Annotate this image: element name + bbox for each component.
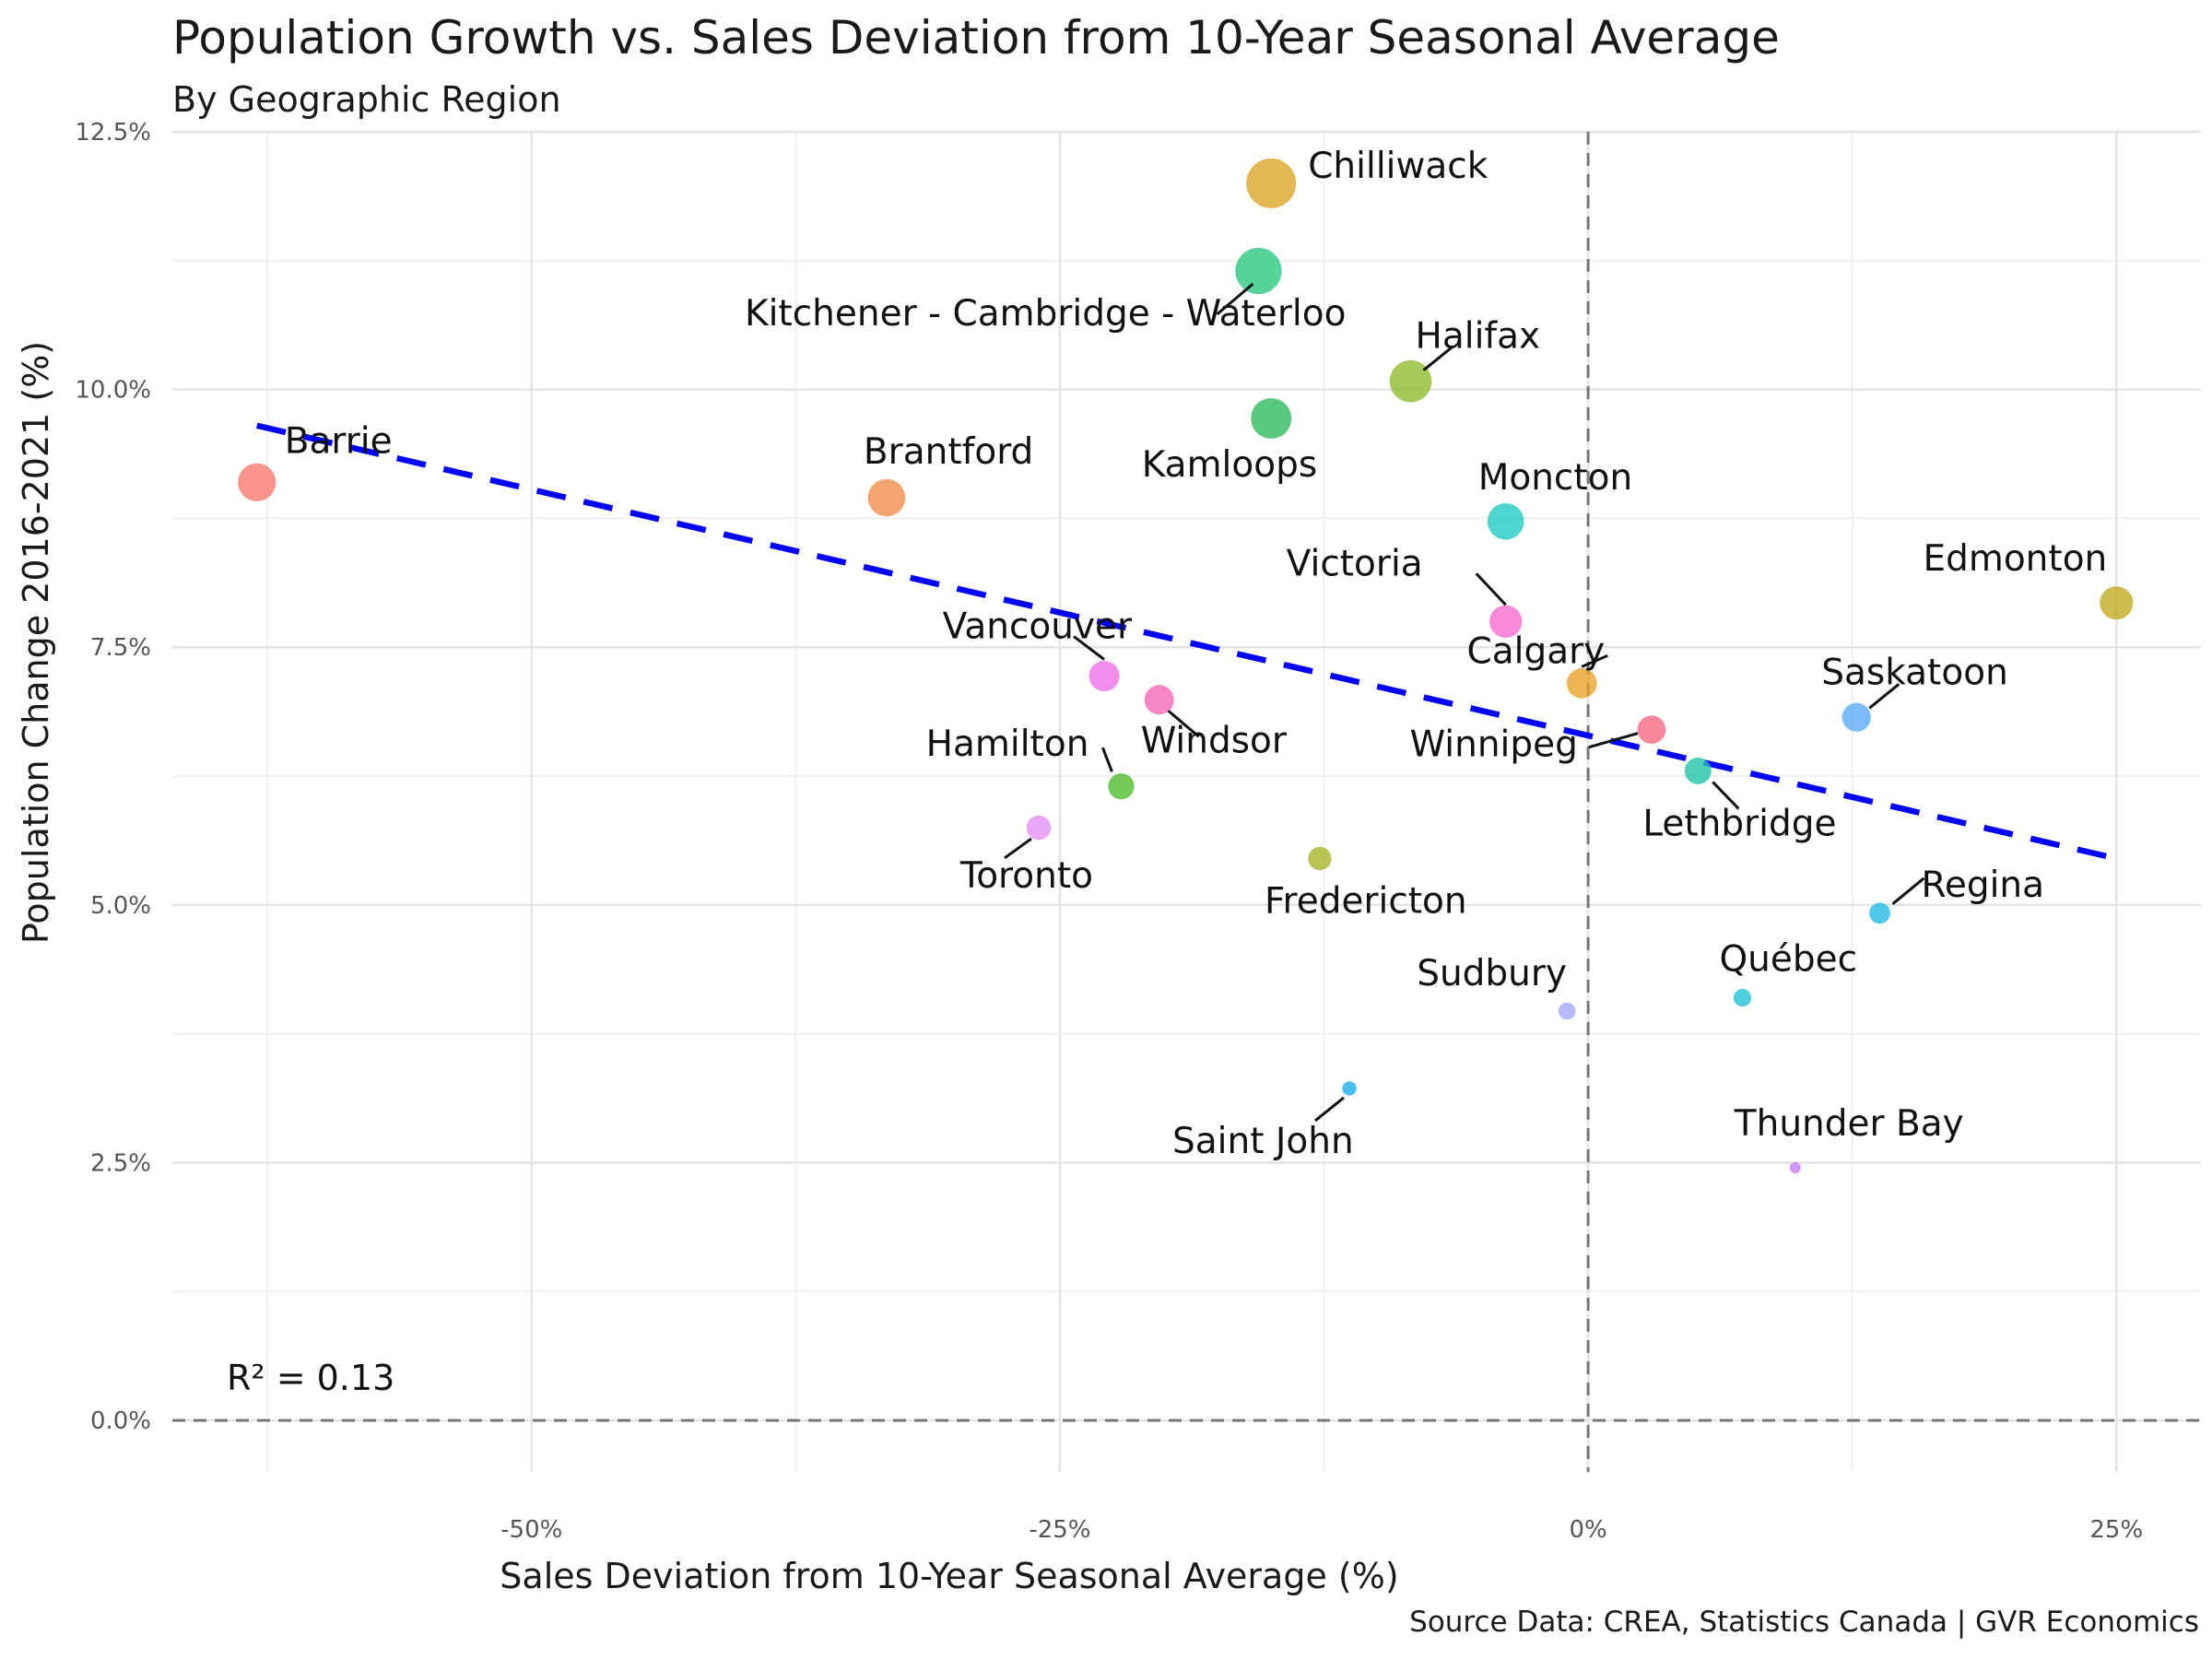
- data-point: [1684, 757, 1712, 784]
- data-point: [1144, 685, 1174, 715]
- point-label: Sudbury: [1417, 953, 1567, 994]
- data-point: [1733, 988, 1752, 1007]
- x-tick-label: 25%: [2089, 1516, 2143, 1544]
- axis-ticks: -50% -25% 0% 25% 0.0% 2.5% 5.0% 7.5% 10.0% 12.5%: [75, 119, 2143, 1544]
- data-point: [1487, 502, 1524, 540]
- label-leader-line: [1314, 1096, 1345, 1123]
- point-label: Barrie: [285, 420, 393, 462]
- trendline: [255, 422, 2118, 862]
- data-point: [1108, 773, 1135, 800]
- data-point: [1308, 846, 1332, 871]
- label-leader-line: [1216, 282, 1254, 316]
- label-leader-line: [1004, 837, 1032, 860]
- data-point: [1841, 702, 1871, 732]
- y-tick-label: 10.0%: [75, 377, 151, 405]
- label-leader-line: [1167, 710, 1200, 738]
- y-tick-label: 12.5%: [75, 119, 151, 147]
- chart-subtitle: By Geographic Region: [172, 79, 561, 120]
- trendline-layer: [255, 422, 2118, 862]
- point-label: Windsor: [1141, 720, 1288, 761]
- point-label: Hamilton: [926, 724, 1089, 765]
- label-leader-line: [1073, 635, 1105, 661]
- label-leader-line: [1581, 653, 1608, 668]
- data-point: [1246, 158, 1297, 208]
- point-label: Winnipeg: [1410, 724, 1578, 766]
- point-label: Saskatoon: [1821, 652, 2008, 693]
- point-label: Thunder Bay: [1734, 1103, 1964, 1145]
- point-label: Saint John: [1172, 1121, 1354, 1162]
- data-point: [1342, 1081, 1357, 1096]
- point-label: Moncton: [1478, 457, 1633, 499]
- x-axis-title: Sales Deviation from 10-Year Seasonal Av…: [500, 1556, 1398, 1596]
- point-label: Kitchener - Cambridge - Waterloo: [745, 293, 1346, 335]
- label-leaders: [1004, 282, 1925, 1123]
- data-point: [1637, 715, 1666, 745]
- point-label: Brantford: [864, 431, 1033, 473]
- point-label: Calgary: [1466, 630, 1605, 672]
- data-point: [1489, 605, 1523, 638]
- source-caption: Source Data: CREA, Statistics Canada | G…: [1409, 1606, 2199, 1639]
- point-labels: Barrie Brantford Chilliwack Kitchener - Cam…: [285, 146, 2108, 1162]
- y-axis-title: Population Change 2016-2021 (%): [16, 341, 56, 944]
- point-label: Lethbridge: [1642, 803, 1836, 844]
- point-label: Halifax: [1416, 316, 1541, 358]
- data-point: [2100, 586, 2134, 620]
- data-point: [1251, 397, 1292, 439]
- data-point: [1869, 902, 1890, 924]
- y-tick-label: 5.0%: [90, 892, 151, 920]
- data-point: [1789, 1162, 1801, 1174]
- point-label: Vancouver: [943, 606, 1133, 648]
- point-label: Toronto: [959, 855, 1093, 897]
- label-leader-line: [1475, 572, 1507, 606]
- reference-lines: [172, 132, 2201, 1472]
- label-leader-line: [1101, 747, 1113, 772]
- data-point: [1566, 668, 1597, 699]
- points-layer: [238, 158, 2134, 1174]
- data-point: [1088, 661, 1120, 692]
- y-tick-label: 0.0%: [90, 1407, 151, 1435]
- data-point: [238, 463, 276, 501]
- chart-title: Population Growth vs. Sales Deviation fr…: [172, 11, 1780, 65]
- point-label: Edmonton: [1923, 538, 2107, 580]
- data-point: [1026, 815, 1052, 841]
- point-label: Victoria: [1287, 543, 1423, 584]
- label-leader-line: [1891, 877, 1925, 905]
- x-tick-label: 0%: [1569, 1516, 1606, 1544]
- point-label: Fredericton: [1265, 881, 1467, 923]
- point-label: Kamloops: [1142, 444, 1317, 486]
- label-leader-line: [1712, 781, 1740, 810]
- data-point: [1389, 359, 1432, 403]
- x-tick-label: -50%: [500, 1516, 562, 1544]
- label-leader-line: [1588, 732, 1639, 749]
- point-label: Québec: [1719, 939, 1857, 981]
- r-squared-annotation: R² = 0.13: [227, 1358, 394, 1398]
- data-point: [1558, 1002, 1576, 1020]
- point-label: Chilliwack: [1308, 146, 1488, 187]
- point-label: Regina: [1922, 865, 2045, 906]
- y-tick-label: 7.5%: [90, 634, 151, 662]
- label-leader-line: [1422, 346, 1453, 371]
- data-point: [1235, 247, 1282, 295]
- grid-minor: [172, 132, 2201, 1472]
- y-tick-label: 2.5%: [90, 1149, 151, 1177]
- data-point: [867, 478, 906, 517]
- label-leader-line: [1868, 683, 1900, 710]
- x-tick-label: -25%: [1029, 1516, 1090, 1544]
